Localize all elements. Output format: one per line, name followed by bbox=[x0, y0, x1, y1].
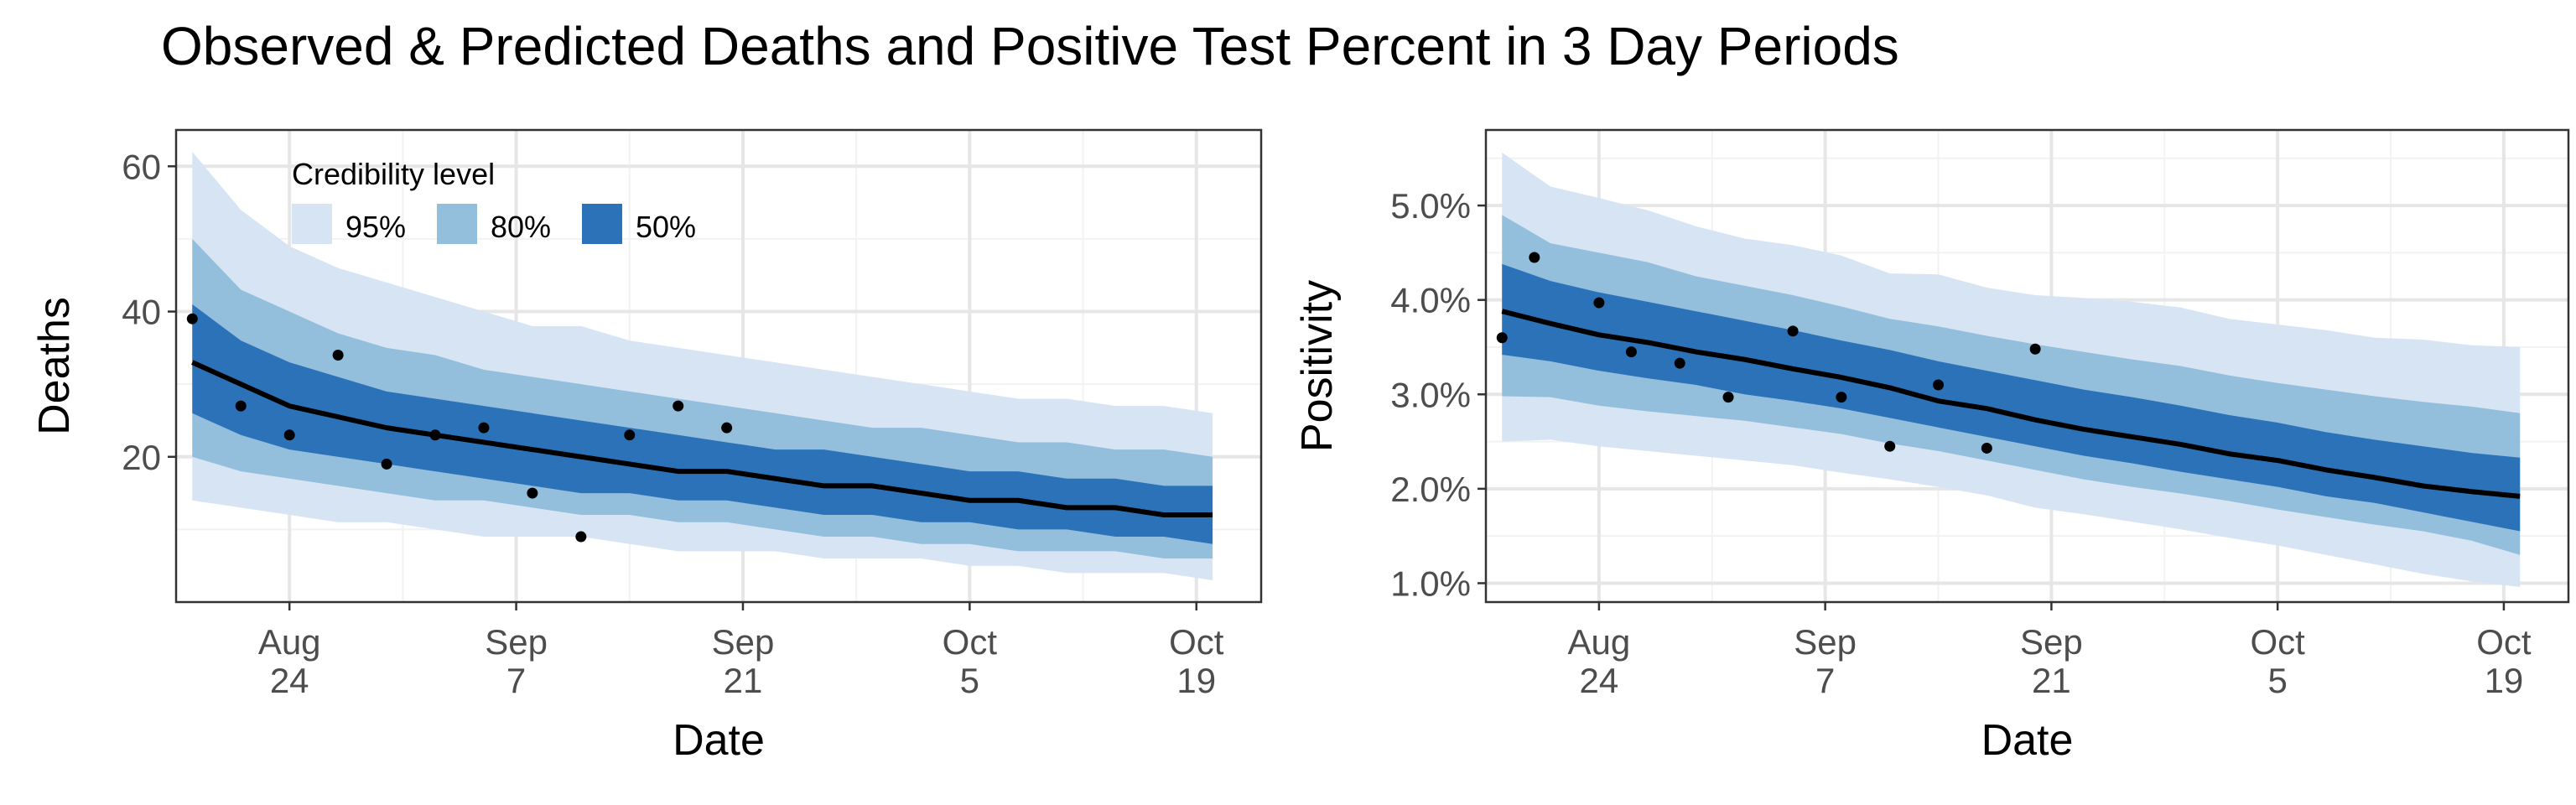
x-tick-label-month: Sep bbox=[712, 622, 775, 662]
x-tick-label-month: Sep bbox=[485, 622, 548, 662]
x-tick-label-day: 5 bbox=[2267, 661, 2287, 700]
legend-swatch-80 bbox=[437, 204, 477, 244]
x-tick-label-day: 5 bbox=[960, 661, 979, 700]
x-axis-title: Date bbox=[1981, 716, 2074, 765]
panel-border bbox=[174, 128, 1263, 604]
observed-point bbox=[186, 313, 198, 325]
observed-point bbox=[2029, 343, 2041, 355]
y-axis-title: Deaths bbox=[30, 297, 79, 435]
x-tick-label-day: 21 bbox=[724, 661, 763, 700]
y-axis-title: Positivity bbox=[1293, 280, 1342, 452]
legend-label: 80% bbox=[491, 210, 551, 244]
observed-point bbox=[429, 429, 441, 441]
median-line bbox=[1501, 309, 2521, 499]
x-tick-label-day: 7 bbox=[506, 661, 526, 700]
x-tick-label-month: Oct bbox=[2250, 622, 2305, 662]
observed-point bbox=[673, 400, 684, 412]
observed-point bbox=[1884, 440, 1896, 452]
observed-point bbox=[478, 422, 490, 434]
median-line bbox=[191, 360, 1213, 518]
x-tick-label-day: 19 bbox=[2485, 661, 2524, 700]
observed-point bbox=[235, 400, 247, 412]
y-tick-label: 2.0% bbox=[1390, 470, 1471, 509]
x-tick-label-day: 19 bbox=[1176, 661, 1216, 700]
legend-label: 95% bbox=[345, 210, 406, 244]
x-tick-label-month: Aug bbox=[1568, 622, 1631, 662]
observed-point bbox=[575, 531, 587, 543]
y-tick-label: 5.0% bbox=[1390, 186, 1471, 226]
legend: Credibility level 95% 80% 50% bbox=[292, 157, 696, 244]
panel-border bbox=[1484, 128, 2570, 604]
x-tick-label-month: Sep bbox=[1794, 622, 1857, 662]
observed-point bbox=[721, 422, 733, 434]
observed-point bbox=[1836, 392, 1847, 403]
observed-point bbox=[624, 429, 636, 441]
observed-point bbox=[283, 429, 295, 441]
x-tick-label-month: Aug bbox=[258, 622, 321, 662]
legend-title: Credibility level bbox=[292, 157, 495, 191]
y-tick-label: 20 bbox=[122, 438, 161, 477]
observed-point bbox=[1593, 297, 1605, 309]
observed-point bbox=[1625, 346, 1637, 358]
x-tick-label-day: 24 bbox=[270, 661, 309, 700]
observed-point bbox=[1496, 332, 1508, 344]
y-tick-label: 40 bbox=[122, 293, 161, 332]
x-tick-label-day: 24 bbox=[1580, 661, 1619, 700]
band-50 bbox=[1502, 263, 2521, 532]
observed-point bbox=[1933, 379, 1945, 391]
y-tick-label: 1.0% bbox=[1390, 564, 1471, 603]
x-axis-title: Date bbox=[673, 716, 765, 765]
chart-title: Observed & Predicted Deaths and Positive… bbox=[161, 16, 1899, 76]
observed-point bbox=[1787, 325, 1799, 337]
observed-point bbox=[1529, 252, 1540, 263]
panel-positivity: Aug24Sep7Sep21Oct5Oct191.0%2.0%3.0%4.0%5… bbox=[1293, 128, 2570, 765]
x-tick-label-month: Oct bbox=[1169, 622, 1224, 662]
observed-point bbox=[1981, 442, 1992, 454]
x-tick-label-month: Oct bbox=[2476, 622, 2532, 662]
x-tick-label-day: 21 bbox=[2032, 661, 2071, 700]
y-tick-label: 3.0% bbox=[1390, 375, 1471, 414]
observed-point bbox=[332, 350, 344, 361]
legend-swatch-95 bbox=[292, 204, 332, 244]
observed-point bbox=[1674, 357, 1685, 369]
legend-swatch-50 bbox=[582, 204, 622, 244]
y-tick-label: 60 bbox=[122, 147, 161, 186]
observed-point bbox=[381, 458, 392, 470]
legend-label: 50% bbox=[636, 210, 696, 244]
x-tick-label-day: 7 bbox=[1815, 661, 1835, 700]
x-tick-label-month: Sep bbox=[2020, 622, 2083, 662]
band-50 bbox=[192, 304, 1213, 544]
x-tick-label-month: Oct bbox=[943, 622, 998, 662]
observed-point bbox=[1722, 392, 1734, 403]
observed-point bbox=[527, 487, 538, 499]
y-tick-label: 4.0% bbox=[1390, 281, 1471, 320]
